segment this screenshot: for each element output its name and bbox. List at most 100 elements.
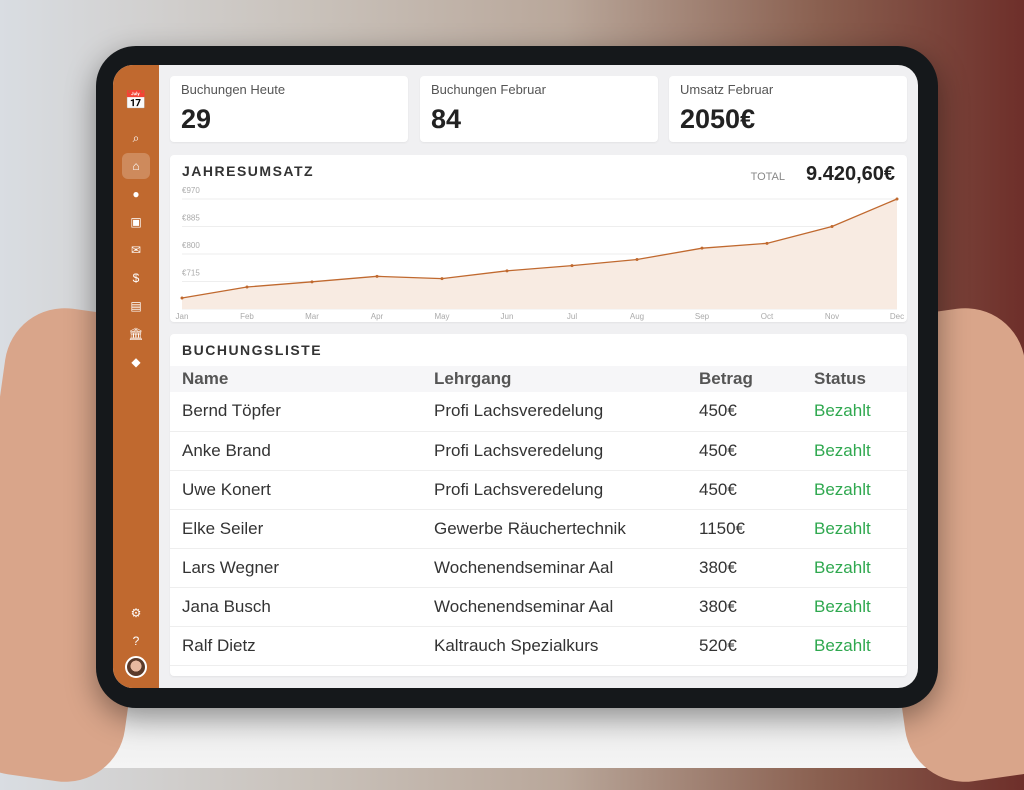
course-cell: Gewerbe Räuchertechnik xyxy=(434,509,699,549)
stat-value: 29 xyxy=(181,104,212,134)
stat-label: Buchungen Februar xyxy=(431,82,546,97)
amount-cell: 1150€ xyxy=(699,509,814,549)
data-point xyxy=(180,296,184,300)
x-tick-label: Mar xyxy=(305,312,319,321)
column-header[interactable]: Name xyxy=(170,366,434,392)
app-screen: 📅 ⌕ ⌂ ● ▣ ✉ $ ▤ 🏛 ◆ ⚙? Buchungen Heute 29 Buchunge… xyxy=(113,65,918,688)
tag-icon[interactable]: ◆ xyxy=(131,355,141,369)
contact-card-icon[interactable]: ▣ xyxy=(130,215,142,229)
x-tick-label: Feb xyxy=(240,312,254,321)
amount-cell: 380€ xyxy=(699,587,814,627)
stat-card: Buchungen Heute 29 xyxy=(170,76,408,142)
column-header[interactable]: Lehrgang xyxy=(434,366,699,392)
data-point xyxy=(505,269,509,273)
course-cell: Profi Lachsveredelung xyxy=(434,392,699,432)
calendar-check-logo-icon[interactable]: 📅 xyxy=(124,89,148,110)
stat-value: 2050€ xyxy=(680,104,756,134)
stat-card: Buchungen Februar 84 xyxy=(420,76,658,142)
column-header[interactable]: Betrag xyxy=(699,366,814,392)
revenue-title: JAHRESUMSATZ xyxy=(182,163,315,179)
data-point xyxy=(310,280,314,284)
status-cell: Bezahlt xyxy=(814,392,907,432)
course-cell: Kaltrauch Spezialkurs xyxy=(434,626,699,666)
y-tick-label: €800 xyxy=(182,241,200,250)
bookings-card: BUCHUNGSLISTE Name Lehrgang Betrag Status B… xyxy=(170,334,907,676)
total-value: 9.420,60€ xyxy=(806,163,895,185)
status-cell: Bezahlt xyxy=(814,548,907,588)
status-cell: Bezahlt xyxy=(814,470,907,510)
stat-label: Umsatz Februar xyxy=(680,82,774,97)
area-fill xyxy=(182,199,897,309)
sidebar: 📅 ⌕ ⌂ ● ▣ ✉ $ ▤ 🏛 ◆ ⚙? xyxy=(113,65,159,688)
stat-value: 84 xyxy=(431,104,462,134)
user-icon[interactable]: ● xyxy=(132,187,140,201)
avatar[interactable] xyxy=(125,656,147,678)
amount-cell: 450€ xyxy=(699,470,814,510)
help-icon[interactable]: ? xyxy=(132,634,140,648)
bank-icon[interactable]: 🏛 xyxy=(128,327,144,341)
course-cell: Wochenendseminar Aal xyxy=(434,548,699,588)
data-point xyxy=(635,258,639,261)
stat-card: Umsatz Februar 2050€ xyxy=(669,76,907,142)
data-point xyxy=(245,285,249,289)
table-row[interactable]: Anke Brand Profi Lachsveredelung 450€ Bezah… xyxy=(170,431,907,471)
name-cell: Bernd Töpfer xyxy=(170,392,434,432)
bookings-table: Name Lehrgang Betrag Status Bernd Töpfer Pro… xyxy=(170,366,907,666)
bookings-title: BUCHUNGSLISTE xyxy=(182,342,323,358)
home-icon[interactable]: ⌂ xyxy=(122,153,150,179)
name-cell: Elke Seiler xyxy=(170,509,434,549)
name-cell: Jana Busch xyxy=(170,587,434,627)
x-tick-label: Jun xyxy=(501,312,514,321)
total-label: TOTAL xyxy=(750,171,785,183)
status-cell: Bezahlt xyxy=(814,431,907,471)
data-point xyxy=(895,197,899,201)
course-cell: Profi Lachsveredelung xyxy=(434,431,699,471)
x-tick-label: Aug xyxy=(630,312,644,321)
amount-cell: 520€ xyxy=(699,626,814,666)
table-row[interactable]: Elke Seiler Gewerbe Räuchertechnik 1150€ Be… xyxy=(170,509,907,549)
name-cell: Uwe Konert xyxy=(170,470,434,510)
x-tick-label: Jan xyxy=(176,312,189,321)
table-row[interactable]: Lars Wegner Wochenendseminar Aal 380€ Bezah… xyxy=(170,548,907,588)
status-cell: Bezahlt xyxy=(814,587,907,627)
revenue-card: JAHRESUMSATZ TOTAL 9.420,60€ €630€715€80… xyxy=(170,155,907,322)
y-tick-label: €715 xyxy=(182,269,200,278)
status-cell: Bezahlt xyxy=(814,626,907,666)
column-header[interactable]: Status xyxy=(814,366,907,392)
stat-label: Buchungen Heute xyxy=(181,82,286,97)
data-point xyxy=(700,246,704,250)
data-point xyxy=(765,241,769,245)
data-point xyxy=(830,225,834,228)
series-line xyxy=(181,198,898,299)
y-tick-label: €885 xyxy=(182,214,200,223)
table-row[interactable]: Uwe Konert Profi Lachsveredelung 450€ Bezah… xyxy=(170,470,907,510)
mail-icon[interactable]: ✉ xyxy=(130,243,142,257)
revenue-chart: €630€715€800€885€970JanFebMarAprMayJunJu… xyxy=(176,186,905,321)
settings-icon[interactable]: ⚙ xyxy=(130,606,142,620)
course-cell: Profi Lachsveredelung xyxy=(434,470,699,510)
table-row[interactable]: Jana Busch Wochenendseminar Aal 380€ Bezahl… xyxy=(170,587,907,627)
money-icon[interactable]: ▤ xyxy=(130,299,142,313)
invoice-icon[interactable]: $ xyxy=(132,271,140,285)
x-tick-label: Sep xyxy=(695,312,710,321)
search-icon[interactable]: ⌕ xyxy=(132,130,140,145)
amount-cell: 380€ xyxy=(699,548,814,588)
x-tick-label: Dec xyxy=(890,312,904,321)
x-tick-label: Oct xyxy=(761,312,774,321)
name-cell: Anke Brand xyxy=(170,431,434,471)
data-point xyxy=(375,274,379,278)
amount-cell: 450€ xyxy=(699,431,814,471)
y-tick-label: €970 xyxy=(182,186,200,195)
x-tick-label: Nov xyxy=(825,312,839,321)
data-point xyxy=(570,264,574,268)
name-cell: Lars Wegner xyxy=(170,548,434,588)
x-tick-label: Apr xyxy=(371,312,384,321)
course-cell: Wochenendseminar Aal xyxy=(434,587,699,627)
x-tick-label: May xyxy=(434,312,449,321)
amount-cell: 450€ xyxy=(699,392,814,432)
x-tick-label: Jul xyxy=(567,312,577,321)
table-row[interactable]: Bernd Töpfer Profi Lachsveredelung 450€ Bez… xyxy=(170,392,907,432)
status-cell: Bezahlt xyxy=(814,509,907,549)
table-row[interactable]: Ralf Dietz Kaltrauch Spezialkurs 520€ Bezah… xyxy=(170,626,907,666)
data-point xyxy=(440,277,444,281)
